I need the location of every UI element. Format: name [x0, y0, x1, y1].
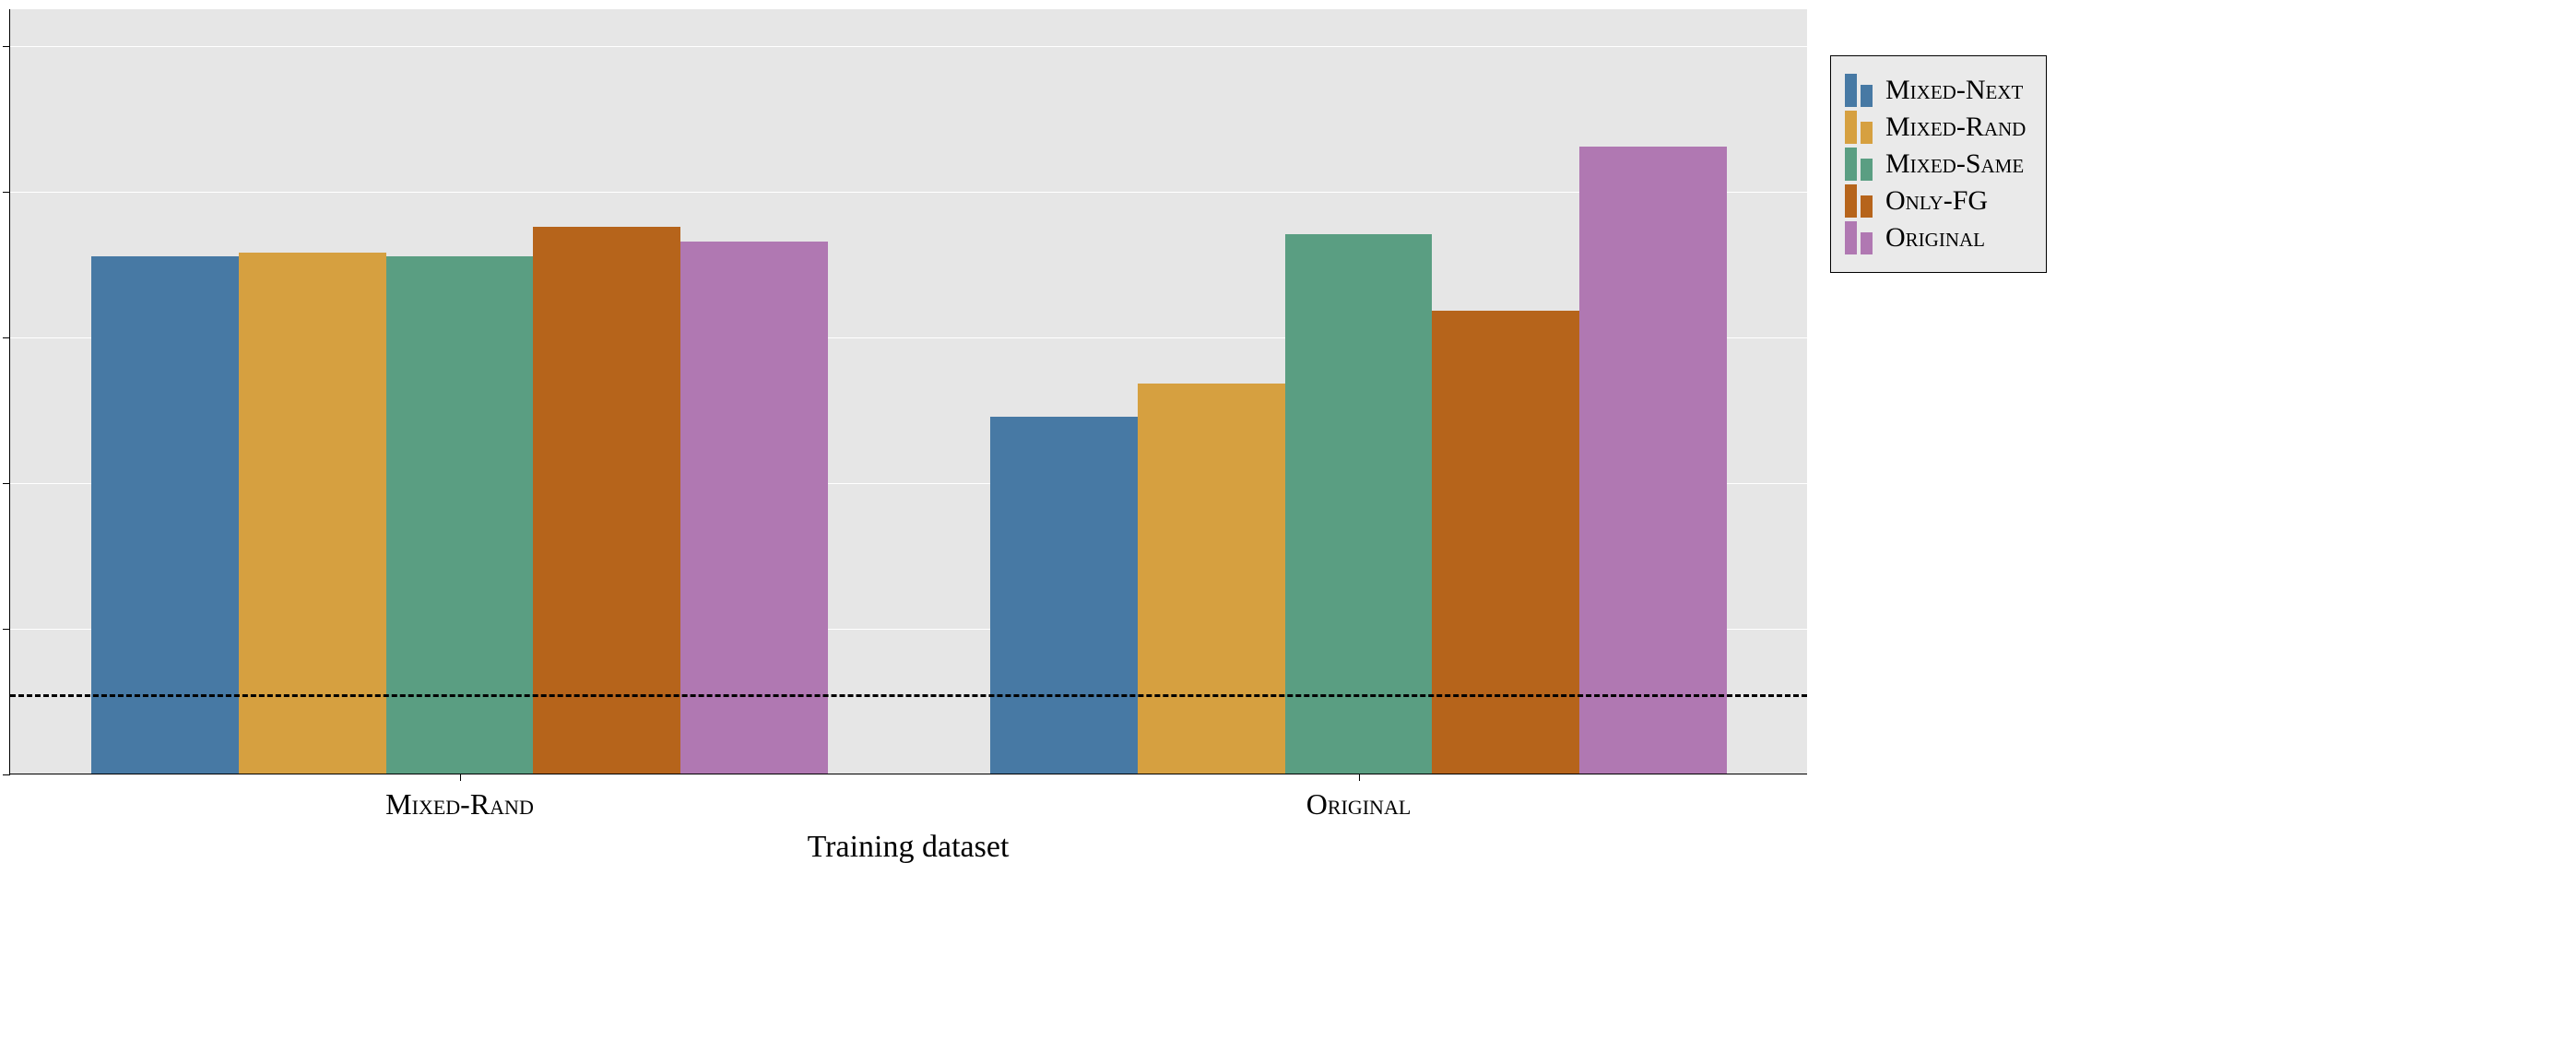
bar	[533, 227, 680, 774]
gridline	[10, 46, 1807, 47]
ytick-label: 80	[0, 174, 10, 208]
chart-root: Test Accuracy 020406080100Mixed-RandOrig…	[9, 9, 2047, 774]
bar	[1579, 147, 1727, 774]
plot-area: 020406080100Mixed-RandOriginal	[9, 9, 1807, 774]
x-axis-label: Training dataset	[808, 774, 1010, 865]
legend-item: Mixed-Next	[1845, 74, 2026, 107]
legend-label: Mixed-Next	[1885, 75, 2023, 106]
legend-swatch-icon	[1845, 184, 1873, 218]
chart-container: Test Accuracy 020406080100Mixed-RandOrig…	[9, 9, 1807, 774]
legend-label: Only-FG	[1885, 185, 1988, 217]
legend-swatch-icon	[1845, 74, 1873, 107]
legend: Mixed-Next Mixed-Rand Mixed-Same Only-FG Ori…	[1830, 55, 2047, 273]
legend-label: Mixed-Same	[1885, 148, 2024, 180]
bar	[1432, 311, 1579, 774]
ytick-label: 40	[0, 466, 10, 500]
bar	[1138, 384, 1285, 774]
reference-line	[10, 694, 1807, 697]
xtick-label: Mixed-Rand	[385, 774, 534, 821]
ytick-label: 100	[0, 29, 10, 63]
legend-label: Mixed-Rand	[1885, 112, 2026, 143]
legend-item: Mixed-Rand	[1845, 111, 2026, 144]
bar	[990, 417, 1138, 774]
ytick-label: 0	[0, 758, 10, 792]
plot-frame: 020406080100Mixed-RandOriginal Training …	[9, 9, 1807, 774]
legend-label: Original	[1885, 222, 1985, 254]
legend-swatch-icon	[1845, 221, 1873, 254]
ytick-label: 60	[0, 320, 10, 354]
legend-item: Original	[1845, 221, 2026, 254]
gridline	[10, 192, 1807, 193]
ytick-label: 20	[0, 611, 10, 645]
legend-swatch-icon	[1845, 148, 1873, 181]
legend-item: Only-FG	[1845, 184, 2026, 218]
bar	[1285, 234, 1433, 774]
legend-swatch-icon	[1845, 111, 1873, 144]
xtick-label: Original	[1306, 774, 1412, 821]
legend-item: Mixed-Same	[1845, 148, 2026, 181]
